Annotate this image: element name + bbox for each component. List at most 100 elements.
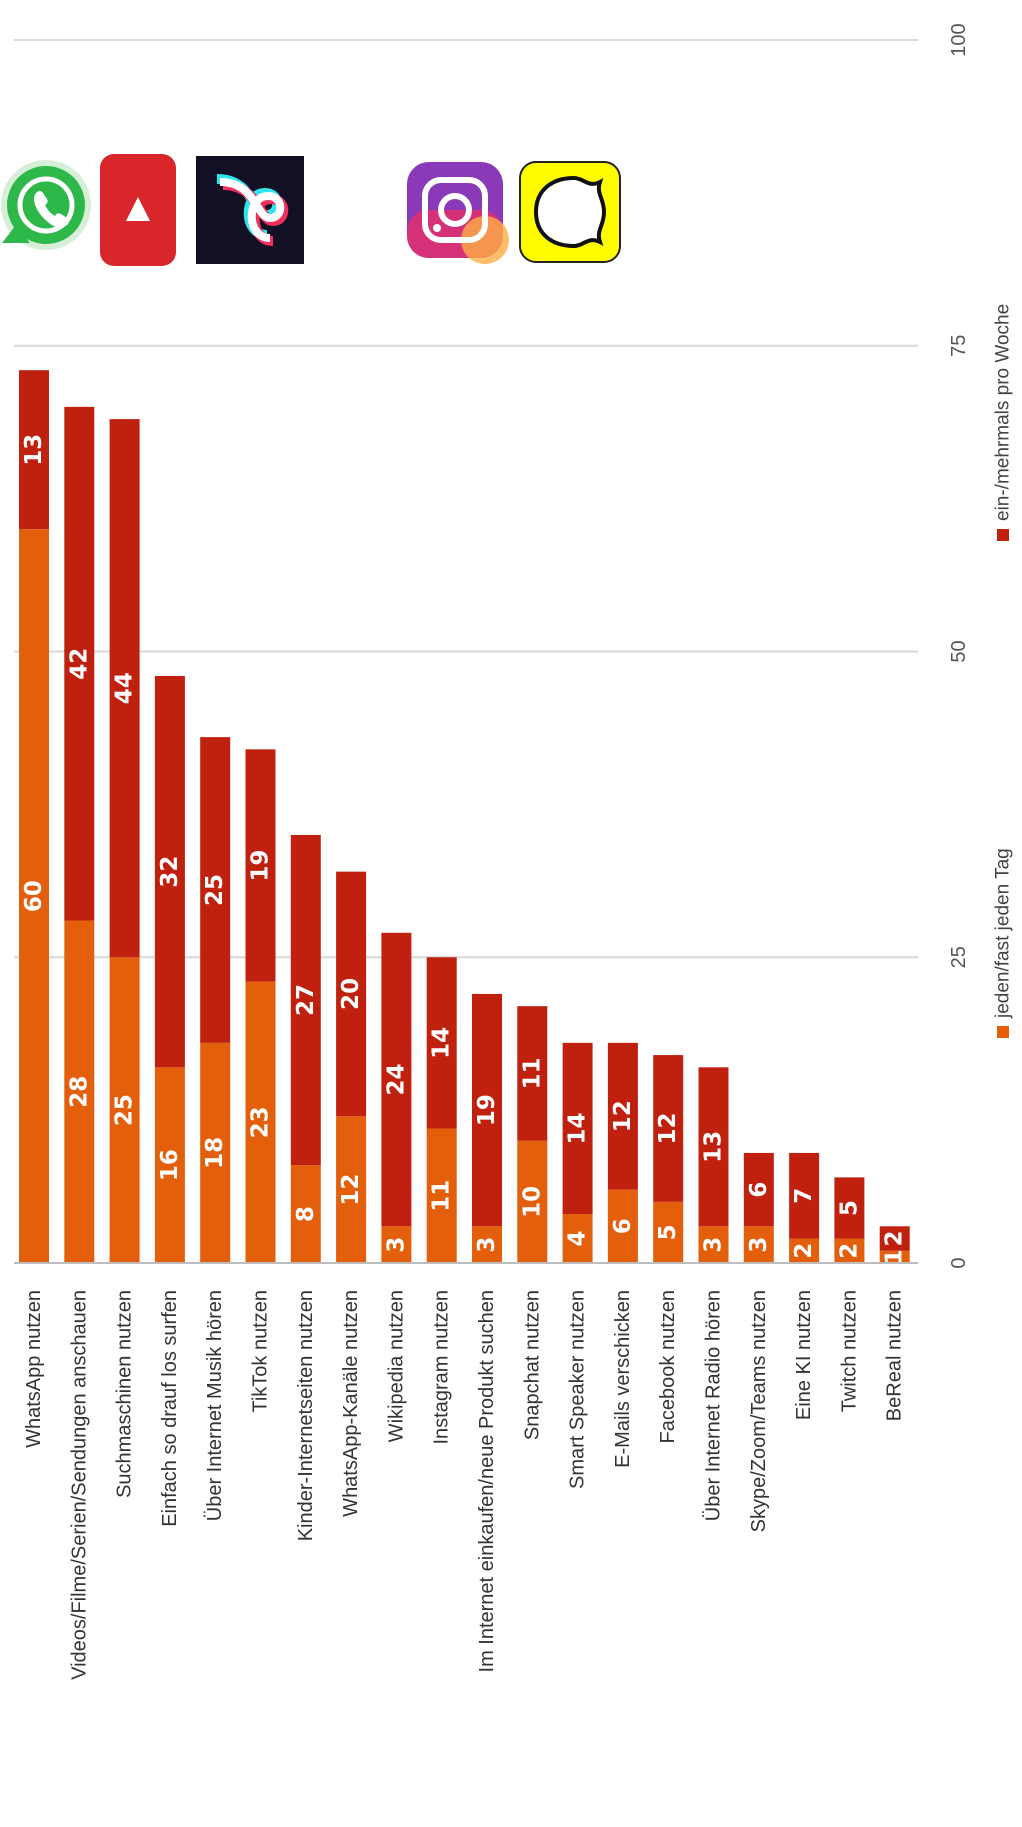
tick-label: 50 (948, 640, 970, 662)
data-label: 6 (610, 1218, 636, 1234)
tick-label: 100 (948, 23, 970, 56)
data-label: 12 (338, 1174, 364, 1206)
category-label: Skype/Zoom/Teams nutzen (748, 1290, 770, 1532)
data-label: 25 (112, 1094, 138, 1126)
legend-swatch (997, 529, 1009, 541)
data-label: 13 (21, 434, 47, 466)
data-label: 28 (66, 1076, 92, 1108)
data-label: 14 (429, 1027, 455, 1059)
data-label: 20 (338, 978, 364, 1010)
bar-segment (290, 834, 321, 1166)
bar-segment (64, 406, 95, 921)
category-label: Wikipedia nutzen (385, 1290, 407, 1442)
category-label: Über Internet Musik hören (204, 1290, 226, 1521)
category-label: E-Mails verschicken (612, 1290, 634, 1468)
data-label: 5 (836, 1200, 862, 1216)
bar-segment (336, 871, 367, 1117)
bar-segment (472, 1226, 502, 1263)
bar-segment (426, 957, 457, 1129)
bar-segment (154, 1067, 185, 1263)
bar-segment (653, 1201, 684, 1263)
tick-label: 25 (948, 946, 970, 968)
data-label: 11 (429, 1180, 455, 1212)
bar-segment (698, 1226, 729, 1263)
data-label: 27 (293, 984, 319, 1016)
bar-segment (200, 1042, 231, 1263)
category-label: Über Internet Radio hören (703, 1290, 725, 1521)
category-label: Kinder-Internetseiten nutzen (295, 1290, 317, 1541)
bar-segment (426, 1128, 457, 1263)
bar-segment (879, 1250, 910, 1263)
category-label: WhatsApp-Kanäle nutzen (340, 1290, 362, 1517)
bar-segment (154, 675, 185, 1068)
data-label: 3 (746, 1237, 772, 1253)
bar-segment (19, 370, 49, 530)
bar-segment (200, 737, 231, 1043)
bar-segment (743, 1226, 774, 1263)
tick-label: 0 (948, 1257, 970, 1268)
category-label: Videos/Filme/Serien/Sendungen anschauen (68, 1290, 90, 1680)
category-label: Eine KI nutzen (793, 1290, 815, 1420)
data-label: 5 (655, 1224, 681, 1240)
bar-segment (109, 957, 140, 1263)
data-label: 16 (157, 1149, 183, 1181)
tick-label: 75 (948, 335, 970, 357)
snapchat-icon (519, 161, 621, 263)
data-label: 10 (519, 1186, 545, 1218)
data-label: 3 (474, 1237, 500, 1253)
bar-segment (472, 993, 502, 1227)
data-label: 8 (293, 1206, 319, 1222)
category-label: Suchmaschinen nutzen (114, 1290, 136, 1498)
data-label: 2 (836, 1243, 862, 1259)
legend-label: ein-/mehrmals pro Woche (993, 304, 1014, 521)
tiktok-icon (196, 156, 304, 264)
bar-segment (64, 920, 95, 1263)
bar-segment (290, 1165, 321, 1263)
whatsapp-icon (1, 160, 91, 250)
data-label: 3 (383, 1237, 409, 1253)
data-label: 13 (701, 1131, 727, 1163)
bar-segment (245, 749, 276, 982)
legend: jeden/fast jeden Tag ein-/mehrmals pro Wo… (993, 304, 1014, 1038)
category-labels: WhatsApp nutzen Videos/Filme/Serien/Sendu… (23, 1290, 906, 1680)
bar-segment (245, 981, 276, 1263)
bar-segment (789, 1152, 820, 1239)
data-label: 11 (519, 1057, 545, 1089)
bar-segment (19, 529, 49, 1263)
data-label: 24 (383, 1064, 409, 1096)
grid-lines (14, 39, 918, 959)
bar-segment (789, 1238, 820, 1263)
bar-segment (834, 1238, 865, 1263)
bar-segment (607, 1042, 638, 1190)
legend-swatch (997, 1026, 1009, 1038)
data-label: 12 (655, 1112, 681, 1144)
data-label: 44 (112, 672, 138, 704)
category-label: BeReal nutzen (884, 1290, 906, 1421)
bar-segment (336, 1116, 367, 1263)
bar-segment (517, 1006, 548, 1141)
bar-segment (381, 1226, 412, 1263)
bar-segment (562, 1214, 593, 1263)
bars: 6013284225441632182523198271220324111431… (19, 370, 910, 1265)
data-label: 42 (66, 648, 92, 680)
bar-segment (517, 1140, 548, 1263)
data-label: 3 (701, 1237, 727, 1253)
category-label: Instagram nutzen (431, 1290, 453, 1445)
bar-segment (562, 1042, 593, 1215)
category-label: Snapchat nutzen (521, 1290, 543, 1440)
app-icons (1, 154, 621, 266)
bar-segment (698, 1067, 729, 1227)
tick-labels: 0 25 50 75 100 (948, 23, 970, 1268)
category-label: Facebook nutzen (657, 1290, 679, 1443)
bar-segment (834, 1177, 865, 1239)
data-label: 18 (202, 1137, 228, 1169)
category-label: Smart Speaker nutzen (567, 1290, 589, 1489)
data-label: 2 (791, 1243, 817, 1259)
category-label: Im Internet einkaufen/neue Produkt suche… (476, 1290, 498, 1672)
youtube-icon (100, 154, 176, 266)
data-label: 32 (157, 856, 183, 888)
data-label: 2 (882, 1231, 908, 1247)
instagram-icon (407, 162, 509, 264)
category-label: Twitch nutzen (838, 1290, 860, 1412)
